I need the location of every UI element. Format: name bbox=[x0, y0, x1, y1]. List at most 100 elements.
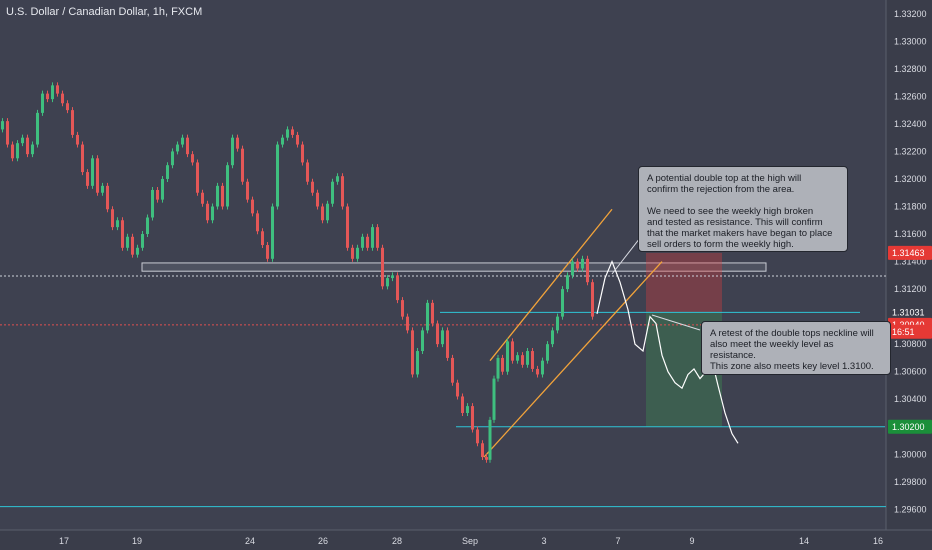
candle-body bbox=[91, 158, 94, 186]
candle-body bbox=[286, 129, 289, 138]
candle-body bbox=[591, 282, 594, 317]
candle-body bbox=[151, 189, 154, 218]
candle-body bbox=[201, 192, 204, 204]
y-tick-label: 1.30400 bbox=[894, 394, 927, 404]
candle-body bbox=[586, 258, 589, 283]
candle-body bbox=[181, 137, 184, 145]
candle-body bbox=[196, 162, 199, 193]
candle-body bbox=[231, 137, 234, 166]
candle-body bbox=[166, 165, 169, 179]
candle-body bbox=[481, 443, 484, 458]
candle-body bbox=[296, 134, 299, 145]
time-axis-panel bbox=[0, 530, 932, 550]
candle-body bbox=[1, 121, 4, 130]
price-badge-label: 1.31463 bbox=[892, 248, 925, 258]
candle-body bbox=[496, 357, 500, 379]
price-badge-label: 16:51 bbox=[892, 327, 915, 337]
candle-body bbox=[31, 144, 34, 155]
candle-body bbox=[581, 258, 584, 269]
y-tick-label: 1.31200 bbox=[894, 284, 927, 294]
candle-body bbox=[81, 144, 84, 173]
y-tick-label: 1.32400 bbox=[894, 119, 927, 129]
candle-body bbox=[488, 419, 492, 460]
candle-body bbox=[521, 355, 524, 365]
candle-body bbox=[256, 213, 259, 232]
candle-body bbox=[26, 137, 29, 155]
candle-body bbox=[21, 137, 24, 144]
candle-body bbox=[501, 357, 504, 372]
candle-body bbox=[346, 206, 349, 248]
y-tick-label: 1.30000 bbox=[894, 449, 927, 459]
y-tick-label: 1.29800 bbox=[894, 477, 927, 487]
candle-body bbox=[211, 206, 214, 221]
candle-body bbox=[291, 129, 294, 135]
candle-body bbox=[116, 220, 119, 228]
candle-body bbox=[401, 300, 404, 317]
y-tick-label: 1.32000 bbox=[894, 174, 927, 184]
y-tick-label: 1.32200 bbox=[894, 146, 927, 156]
candle-body bbox=[326, 203, 329, 221]
annotation-callout-double-top: A potential double top at the high will … bbox=[638, 166, 848, 252]
annotation-callout-neckline-retest: A retest of the double tops neckline wil… bbox=[701, 321, 891, 375]
candle-body bbox=[41, 93, 44, 113]
candle-body bbox=[516, 355, 519, 361]
y-tick-label: 1.31400 bbox=[894, 257, 927, 267]
candle-body bbox=[341, 176, 344, 207]
candle-body bbox=[466, 406, 469, 413]
candle-body bbox=[306, 162, 309, 182]
candle-body bbox=[216, 185, 219, 207]
x-tick-label: Sep bbox=[462, 536, 478, 546]
risk-zone bbox=[646, 252, 722, 313]
candle-body bbox=[451, 357, 454, 383]
candle-body bbox=[541, 360, 544, 375]
candle-body bbox=[471, 406, 474, 430]
candle-body bbox=[396, 275, 399, 301]
candle-body bbox=[131, 236, 134, 255]
candle-body bbox=[271, 206, 274, 259]
y-tick-label: 1.33000 bbox=[894, 36, 927, 46]
candle-body bbox=[36, 112, 39, 145]
candle-body bbox=[366, 236, 369, 248]
candle-body bbox=[96, 158, 99, 193]
candle-body bbox=[161, 178, 164, 200]
candle-body bbox=[311, 181, 314, 193]
candle-body bbox=[546, 344, 549, 361]
candle-body bbox=[111, 209, 114, 228]
candle-body bbox=[536, 368, 539, 375]
candle-body bbox=[492, 378, 496, 420]
y-tick-label: 1.31600 bbox=[894, 229, 927, 239]
candle-body bbox=[456, 382, 459, 397]
callout-pointer-2 bbox=[651, 314, 701, 331]
channel-lower-line bbox=[483, 261, 663, 458]
candle-body bbox=[206, 203, 209, 221]
y-tick-label: 1.29600 bbox=[894, 504, 927, 514]
candle-body bbox=[356, 247, 359, 259]
candle-body bbox=[526, 351, 529, 365]
candle-body bbox=[391, 275, 394, 279]
candle-body bbox=[146, 217, 149, 235]
candle-body bbox=[431, 302, 434, 324]
candle-body bbox=[551, 330, 554, 345]
candle-body bbox=[331, 181, 334, 204]
y-tick-label: 1.30800 bbox=[894, 339, 927, 349]
x-tick-label: 9 bbox=[689, 536, 694, 546]
candle-body bbox=[361, 236, 364, 248]
price-badge-label: 1.31031 bbox=[892, 307, 925, 317]
candle-body bbox=[251, 199, 254, 214]
price-badge-label: 1.30200 bbox=[892, 422, 925, 432]
candle-body bbox=[461, 396, 464, 413]
candle-body bbox=[506, 341, 509, 372]
x-tick-label: 26 bbox=[318, 536, 328, 546]
candle-body bbox=[381, 247, 384, 287]
candle-body bbox=[511, 341, 514, 361]
candle-body bbox=[531, 351, 534, 369]
candle-body bbox=[386, 278, 389, 287]
y-tick-label: 1.33200 bbox=[894, 9, 927, 19]
candle-body bbox=[266, 245, 269, 259]
candle-body bbox=[176, 144, 179, 152]
x-tick-label: 19 bbox=[132, 536, 142, 546]
candle-body bbox=[411, 330, 414, 375]
